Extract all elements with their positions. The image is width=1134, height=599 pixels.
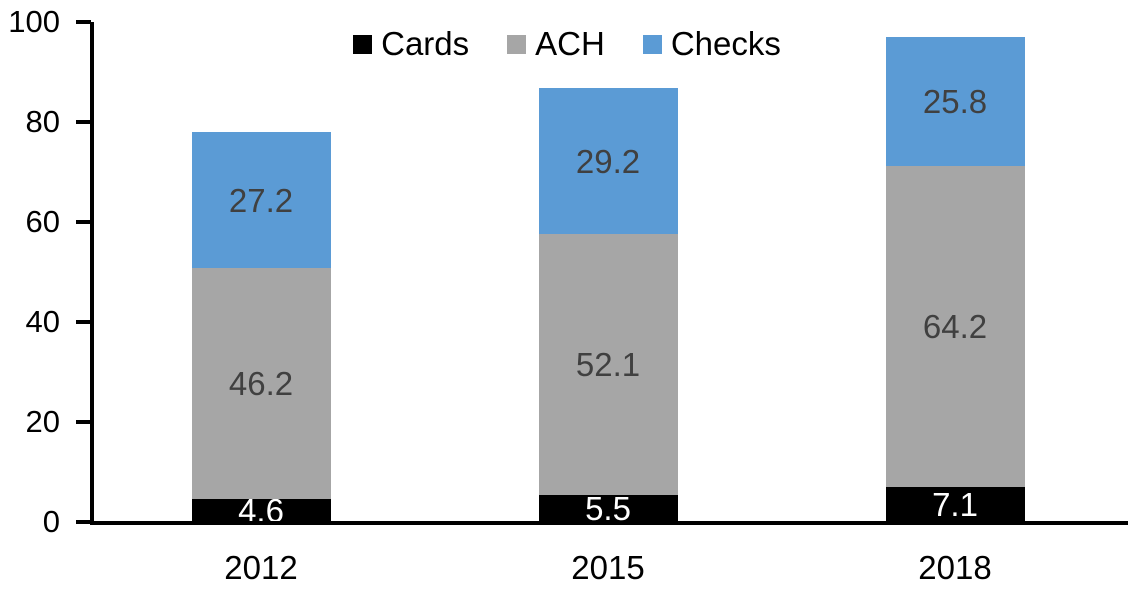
legend-swatch-icon	[353, 34, 373, 54]
y-tick-mark	[76, 220, 91, 224]
bar-value-label: 64.2	[922, 307, 988, 345]
y-tick-label: 0	[42, 504, 60, 539]
y-tick-mark	[76, 520, 91, 524]
y-axis-line	[90, 22, 94, 525]
bar-value-label: 29.2	[575, 142, 641, 180]
bar-value-label: 5.5	[585, 489, 631, 527]
chart-legend: Cards ACH Checks	[0, 26, 1134, 62]
legend-swatch-icon	[507, 34, 527, 54]
legend-item-cards: Cards	[353, 26, 469, 62]
y-tick-label: 80	[25, 104, 60, 139]
y-tick-label: 60	[25, 204, 60, 239]
bar-segment-checks: 29.2	[538, 88, 678, 234]
bar-value-label: 27.2	[228, 181, 294, 219]
legend-item-checks: Checks	[642, 25, 781, 62]
y-tick-mark	[76, 20, 91, 24]
bar-value-label: 7.1	[932, 485, 978, 523]
bar-segment-checks: 27.2	[191, 132, 331, 268]
bar-segment-cards: 4.6	[191, 494, 331, 527]
bar-value-label: 46.2	[228, 365, 294, 402]
y-tick-label: 20	[25, 404, 60, 439]
y-tick-label: 100	[8, 4, 60, 39]
legend-item-ach: ACH	[507, 26, 605, 62]
bar-value-label: 52.1	[575, 345, 641, 383]
x-axis-line	[90, 521, 1128, 525]
category-label: 2015	[571, 549, 645, 586]
bar-segment-cards: 7.1	[885, 485, 1025, 523]
bar-segment-cards: 5.5	[538, 489, 678, 527]
legend-swatch-icon	[642, 34, 662, 54]
y-tick-mark	[76, 320, 91, 324]
bar-segment-checks: 25.8	[885, 36, 1025, 166]
bar-segment-ach: 64.2	[885, 165, 1025, 487]
bar-segment-ach: 46.2	[191, 268, 331, 499]
y-tick-mark	[76, 420, 91, 424]
bar-value-label: 25.8	[922, 82, 988, 120]
category-label: 2018	[918, 549, 992, 586]
category-label: 2012	[224, 549, 298, 586]
legend-label: ACH	[535, 25, 605, 62]
legend-label: Checks	[670, 25, 781, 62]
legend-label: Cards	[381, 25, 470, 62]
y-tick-mark	[76, 120, 91, 124]
y-tick-label: 40	[25, 304, 60, 339]
bar-segment-ach: 52.1	[538, 234, 678, 495]
